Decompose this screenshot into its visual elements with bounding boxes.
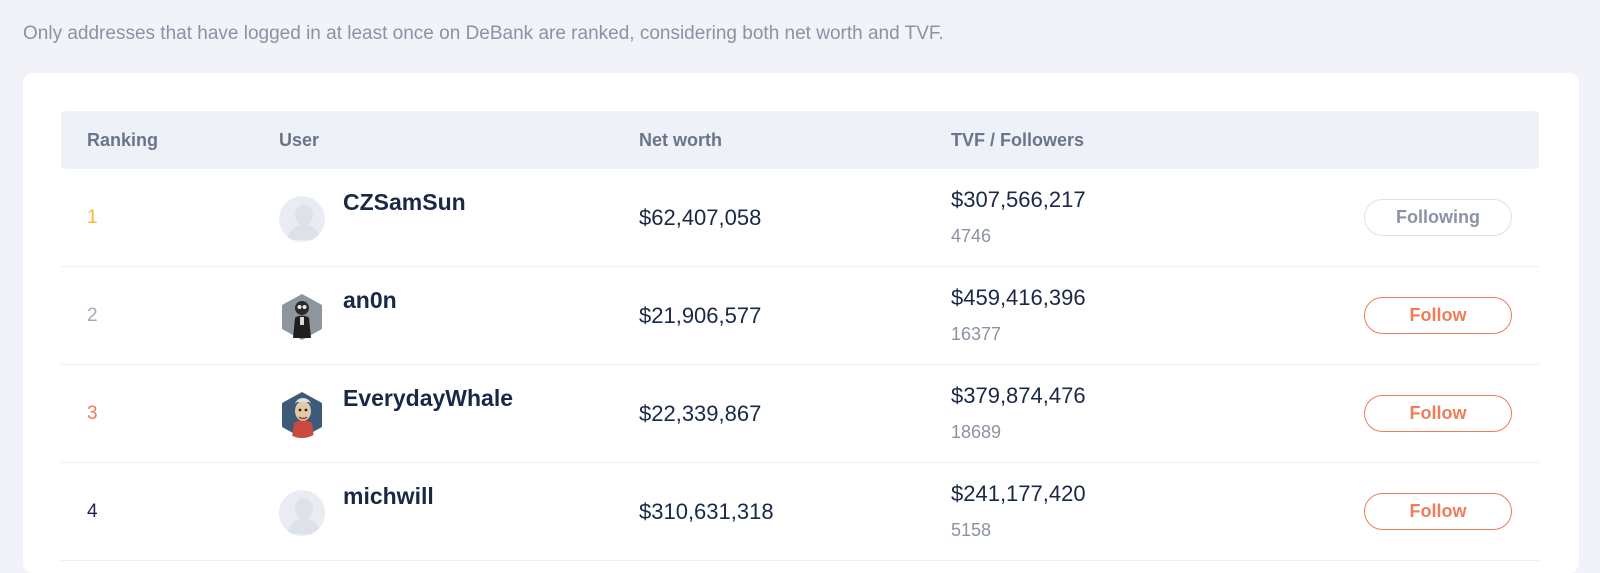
default-avatar-icon[interactable] — [279, 196, 325, 242]
username[interactable]: michwill — [343, 483, 434, 509]
table-row[interactable]: 4 michwill $310,631,318 $241,177,420 515… — [61, 463, 1539, 561]
tvf-value: $307,566,217 — [951, 187, 1086, 212]
follow-button[interactable]: Follow — [1364, 493, 1512, 530]
default-avatar-icon[interactable] — [279, 490, 325, 536]
rank-number: 4 — [87, 501, 98, 522]
net-worth-value: $21,906,577 — [639, 303, 762, 328]
rank-number: 2 — [87, 305, 98, 326]
ranking-table: Ranking User Net worth TVF / Followers 1… — [61, 111, 1539, 561]
tvf-value: $459,416,396 — [951, 285, 1086, 310]
follow-button[interactable]: Follow — [1364, 297, 1512, 334]
ranking-card: Ranking User Net worth TVF / Followers 1… — [23, 73, 1579, 573]
username[interactable]: an0n — [343, 287, 397, 313]
followers-count: 16377 — [951, 324, 1002, 344]
table-header: Ranking User Net worth TVF / Followers — [61, 111, 1539, 169]
username[interactable]: CZSamSun — [343, 189, 466, 215]
rank-number: 1 — [87, 207, 98, 228]
followers-count: 18689 — [951, 422, 1002, 442]
ranking-notice: Only addresses that have logged in at le… — [23, 23, 944, 44]
suited-figure-avatar-icon[interactable] — [279, 294, 325, 340]
column-header-net-worth: Net worth — [639, 130, 722, 150]
table-row[interactable]: 3 EverydayWhale $22,339,867 $379,874,476… — [61, 365, 1539, 463]
net-worth-value: $310,631,318 — [639, 499, 774, 524]
column-header-user: User — [279, 130, 320, 150]
column-header-ranking: Ranking — [87, 130, 159, 150]
tvf-value: $241,177,420 — [951, 481, 1086, 506]
cartoon-character-avatar-icon[interactable] — [279, 392, 325, 438]
followers-count: 5158 — [951, 520, 992, 540]
net-worth-value: $22,339,867 — [639, 401, 762, 426]
following-button[interactable]: Following — [1364, 199, 1512, 236]
tvf-value: $379,874,476 — [951, 383, 1086, 408]
follow-button[interactable]: Follow — [1364, 395, 1512, 432]
followers-count: 4746 — [951, 226, 992, 246]
rank-number: 3 — [87, 403, 98, 424]
net-worth-value: $62,407,058 — [639, 205, 762, 230]
username[interactable]: EverydayWhale — [343, 385, 514, 411]
column-header-tvf-followers: TVF / Followers — [951, 130, 1085, 150]
table-row[interactable]: 1 CZSamSun $62,407,058 $307,566,217 4746… — [61, 169, 1539, 267]
table-row[interactable]: 2 an0n $21,906,577 $459,416,396 16377 Fo… — [61, 267, 1539, 365]
